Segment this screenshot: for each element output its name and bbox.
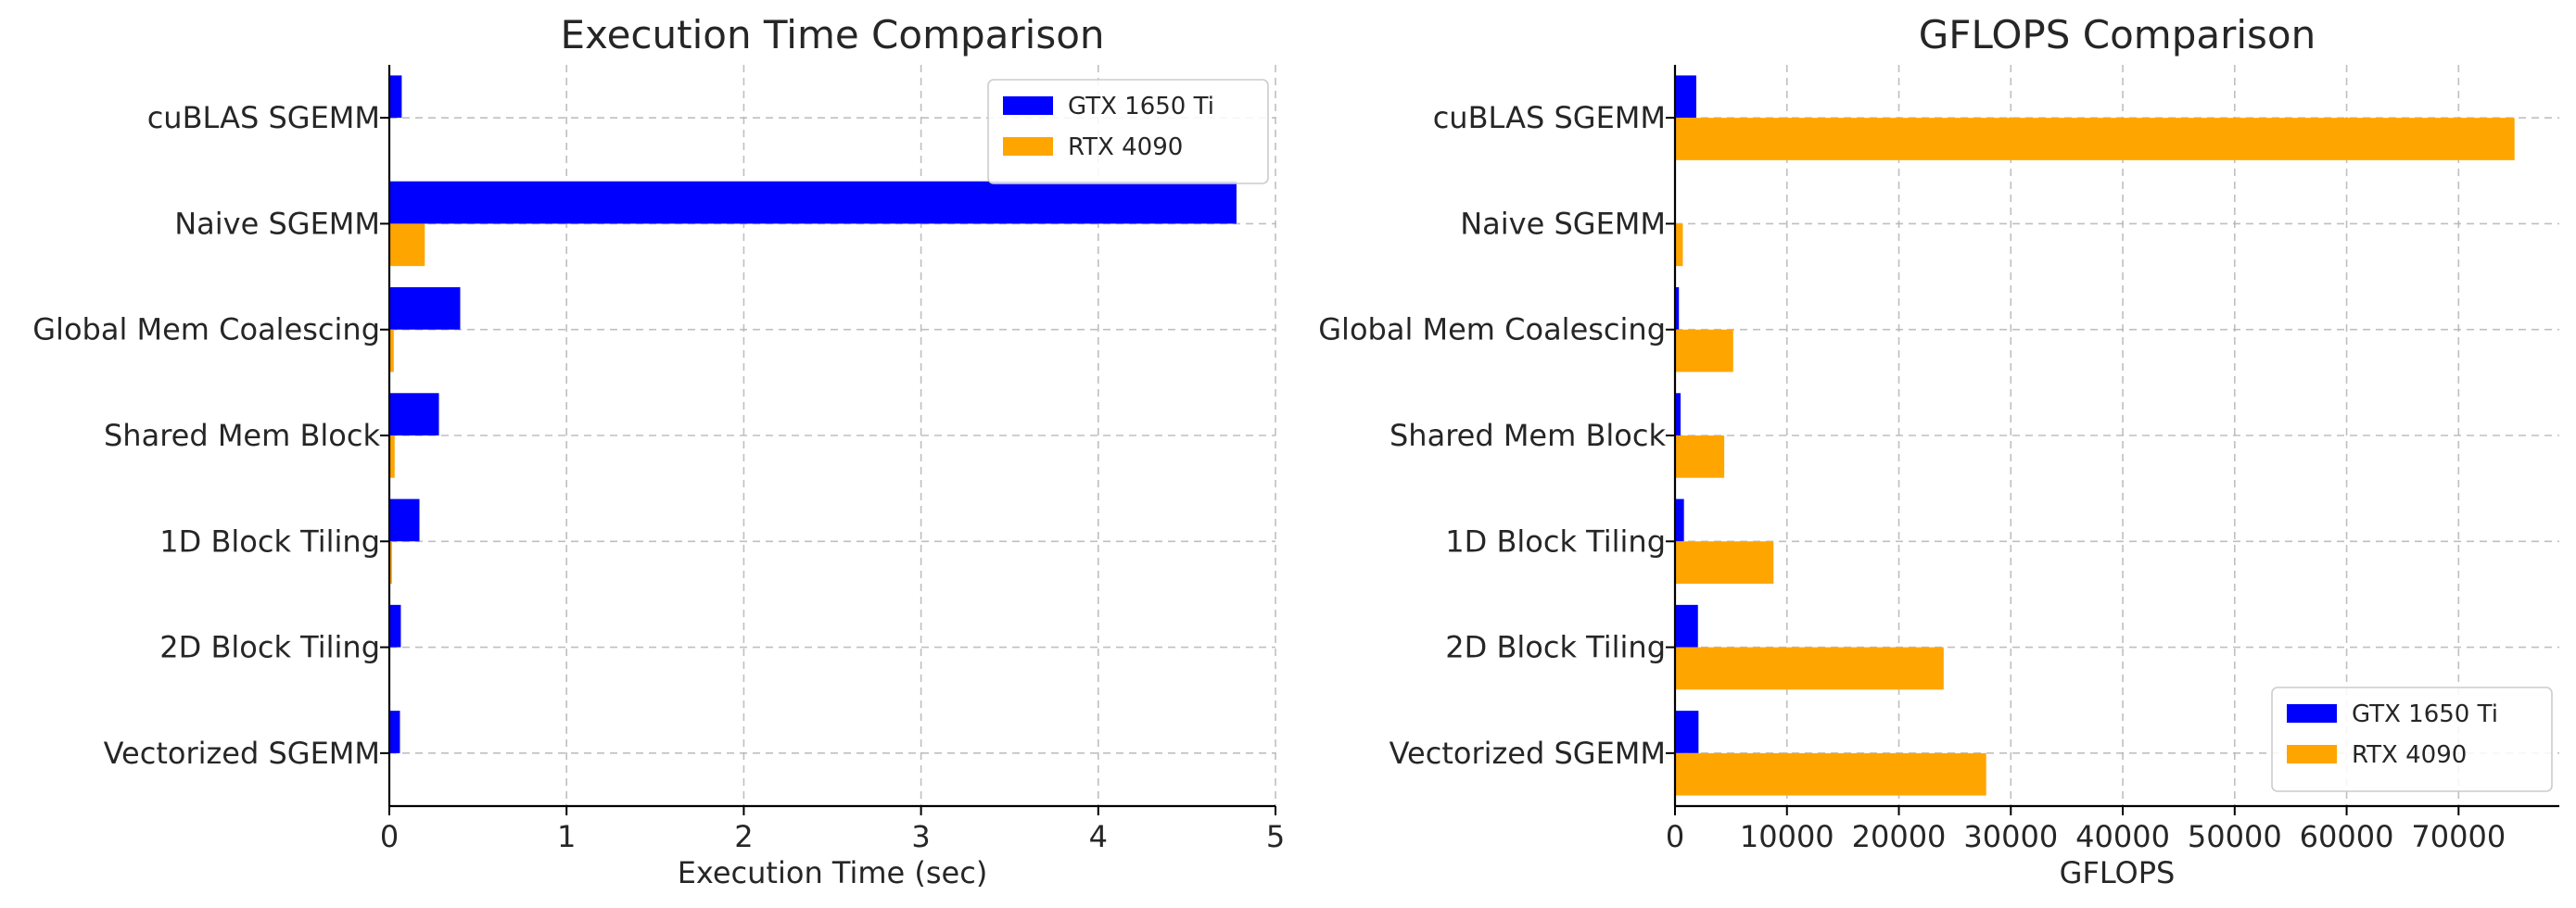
bar [389, 498, 420, 542]
bar [389, 393, 439, 435]
x-tick-label: 0 [380, 819, 399, 854]
bar [389, 181, 1237, 224]
x-tick-label: 60000 [2300, 819, 2394, 854]
legend-entry-label: GTX 1650 Ti [2352, 700, 2498, 728]
y-tick-label: cuBLAS SGEMM [147, 100, 380, 135]
x-tick-label: 0 [1666, 819, 1684, 854]
y-tick-label: Naive SGEMM [1460, 206, 1666, 241]
chart-title: Execution Time Comparison [560, 12, 1104, 57]
x-tick-label: 40000 [2075, 819, 2170, 854]
bar [1675, 752, 1986, 796]
bar [1675, 498, 1684, 542]
bar [389, 75, 402, 119]
bar [389, 541, 392, 584]
legend-frame [987, 79, 1269, 184]
gflops-chart: GFLOPS Comparison cuBLAS SGEMM Naive SGEM… [1318, 12, 2559, 890]
legend: GTX 1650 Ti RTX 4090 [2271, 687, 2553, 792]
execution-time-chart: Execution Time Comparison cuBLAS SGEMM Na… [32, 12, 1285, 890]
chart-title: GFLOPS Comparison [1919, 12, 2316, 57]
y-tick-label: Global Mem Coalescing [32, 312, 380, 347]
y-tick-labels: cuBLAS SGEMM Naive SGEMM Global Mem Coales… [1318, 100, 1675, 771]
x-tick-label: 5 [1266, 819, 1285, 854]
legend-swatch [1003, 137, 1053, 156]
legend-entry-label: RTX 4090 [2352, 741, 2467, 769]
x-tick-label: 20000 [1852, 819, 1947, 854]
x-tick-label: 1 [557, 819, 576, 854]
y-tick-label: Shared Mem Block [1390, 418, 1666, 453]
bar [1675, 711, 1699, 753]
y-tick-label: Vectorized SGEMM [104, 736, 380, 771]
legend: GTX 1650 Ti RTX 4090 [987, 79, 1269, 184]
y-tick-label: 2D Block Tiling [159, 630, 380, 665]
bar [1675, 393, 1681, 435]
x-tick-label: 4 [1089, 819, 1108, 854]
bar [1675, 541, 1774, 584]
bar [389, 329, 394, 372]
bar [1675, 75, 1696, 119]
legend-frame [2271, 687, 2553, 792]
y-tick-label: 1D Block Tiling [159, 523, 380, 559]
y-tick-label: Vectorized SGEMM [1390, 736, 1666, 771]
x-tick-label: 30000 [1963, 819, 2058, 854]
x-tick-labels: 0 10000 20000 30000 40000 50000 60000 70000 [1666, 806, 2506, 854]
bar [1675, 118, 2515, 160]
legend-swatch [2287, 745, 2337, 763]
bar [1675, 604, 1698, 648]
x-tick-label: 70000 [2411, 819, 2506, 854]
y-tick-label: cuBLAS SGEMM [1433, 100, 1666, 135]
bars [389, 75, 1237, 796]
x-tick-label: 3 [911, 819, 930, 854]
x-tick-labels: 0 1 2 3 4 5 [380, 806, 1285, 854]
y-tick-label: Shared Mem Block [104, 418, 380, 453]
bar [1675, 435, 1725, 478]
y-tick-labels: cuBLAS SGEMM Naive SGEMM Global Mem Coales… [32, 100, 389, 771]
x-tick-label: 2 [734, 819, 753, 854]
bars [1675, 75, 2515, 796]
bar [389, 223, 425, 267]
bar [1675, 223, 1683, 267]
legend-swatch [2287, 704, 2337, 723]
bar [389, 435, 395, 478]
bar [389, 287, 461, 330]
legend-entry-label: GTX 1650 Ti [1068, 93, 1214, 120]
x-tick-label: 50000 [2188, 819, 2282, 854]
x-axis-label: GFLOPS [2060, 855, 2176, 890]
y-tick-label: Global Mem Coalescing [1318, 312, 1666, 347]
x-axis-label: Execution Time (sec) [678, 855, 988, 890]
bar [389, 604, 401, 648]
y-tick-label: 1D Block Tiling [1445, 523, 1666, 559]
y-tick-label: Naive SGEMM [174, 206, 380, 241]
legend-swatch [1003, 96, 1053, 115]
x-tick-label: 10000 [1740, 819, 1834, 854]
y-tick-label: 2D Block Tiling [1445, 630, 1666, 665]
legend-entry-label: RTX 4090 [1068, 133, 1183, 161]
bar [1675, 329, 1733, 372]
bar [389, 711, 400, 753]
bar [1675, 287, 1680, 330]
bar [1675, 647, 1944, 690]
